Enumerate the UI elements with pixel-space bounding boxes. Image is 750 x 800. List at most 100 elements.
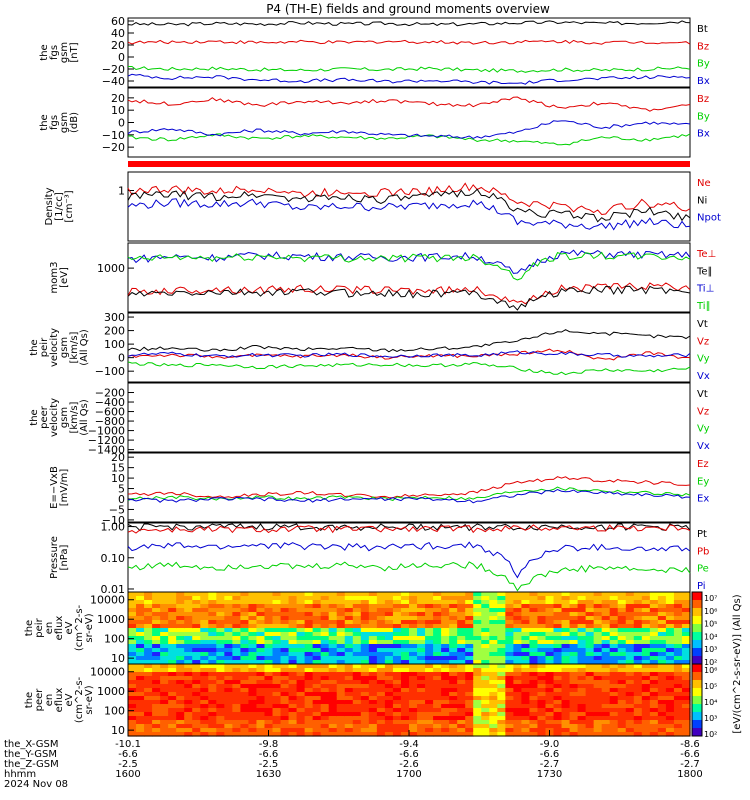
spectrogram-cell bbox=[264, 704, 274, 709]
spectrogram-cell bbox=[665, 604, 675, 609]
spectrogram-cell bbox=[144, 716, 153, 721]
spectrogram-cell bbox=[144, 628, 153, 633]
spectrogram-cell bbox=[481, 604, 490, 609]
spectrogram-cell bbox=[449, 592, 458, 597]
spectrogram-cell bbox=[288, 644, 298, 649]
spectrogram-cell bbox=[545, 592, 555, 597]
spectrogram-cell bbox=[208, 700, 217, 705]
spectrogram-cell bbox=[240, 628, 250, 633]
spectrogram-cell bbox=[248, 720, 258, 725]
spectrogram-cell bbox=[224, 640, 233, 645]
spectrogram-cell bbox=[312, 692, 322, 697]
spectrogram-cell bbox=[160, 600, 169, 605]
spectrogram-cell bbox=[168, 660, 177, 665]
spectrogram-cell bbox=[312, 652, 322, 657]
spectrogram-cell bbox=[200, 708, 209, 713]
spectrogram-cell bbox=[160, 656, 169, 661]
spectrogram-cell bbox=[553, 688, 563, 693]
colorbar-segment bbox=[692, 696, 702, 705]
spectrogram-cell bbox=[609, 704, 619, 709]
spectrogram-cell bbox=[256, 664, 266, 669]
spectrogram-cell bbox=[497, 596, 506, 601]
spectrogram-cell bbox=[272, 692, 282, 697]
spectrogram-cell bbox=[320, 672, 330, 677]
spectrogram-cell bbox=[609, 612, 619, 617]
spectrogram-cell bbox=[633, 604, 643, 609]
spectrogram-cell bbox=[665, 652, 675, 657]
spectrogram-cell bbox=[144, 688, 153, 693]
spectrogram-cell bbox=[673, 696, 683, 701]
y-axis-label: the bbox=[39, 44, 50, 60]
spectrogram-cell bbox=[513, 728, 522, 733]
spectrogram-cell bbox=[264, 724, 274, 729]
spectrogram-cell bbox=[248, 624, 258, 629]
spectrogram-cell bbox=[216, 712, 225, 717]
spectrogram-cell bbox=[617, 680, 627, 685]
spectrogram-cell bbox=[633, 612, 643, 617]
spectrogram-cell bbox=[400, 688, 410, 693]
spectrogram-cell bbox=[328, 596, 338, 601]
spectrogram-cell bbox=[521, 732, 531, 737]
spectrogram-cell bbox=[128, 628, 137, 633]
spectrogram-cell bbox=[561, 696, 571, 701]
spectrogram-cell bbox=[577, 612, 587, 617]
spectrogram-cell bbox=[657, 728, 667, 733]
spectrogram-cell bbox=[441, 716, 450, 721]
spectrogram-cell bbox=[328, 676, 338, 681]
spectrogram-cell bbox=[593, 652, 603, 657]
spectrogram-cell bbox=[296, 644, 306, 649]
legend-entry: Ti⊥ bbox=[696, 284, 714, 295]
spectrogram-cell bbox=[617, 616, 627, 621]
spectrogram-cell bbox=[457, 668, 466, 673]
spectrogram-cell bbox=[168, 720, 177, 725]
spectrogram-cell bbox=[136, 676, 145, 681]
spectrogram-cell bbox=[152, 712, 161, 717]
spectrogram-cell bbox=[216, 668, 225, 673]
spectrogram-cell bbox=[529, 708, 539, 713]
spectrogram-cell bbox=[152, 600, 161, 605]
spectrogram-cell bbox=[465, 704, 474, 709]
spectrogram-cell bbox=[136, 724, 145, 729]
spectrogram-cell bbox=[224, 688, 233, 693]
spectrogram-cell bbox=[224, 624, 233, 629]
spectrogram-cell bbox=[208, 636, 217, 641]
spectrogram-cell bbox=[240, 656, 250, 661]
spectrogram-cell bbox=[569, 672, 579, 677]
spectrogram-cell bbox=[304, 648, 314, 653]
spectrogram-cell bbox=[200, 676, 209, 681]
spectrogram-cell bbox=[384, 680, 394, 685]
spectrogram-cell bbox=[665, 716, 675, 721]
spectrogram-cell bbox=[328, 640, 338, 645]
spectrogram-cell bbox=[232, 596, 241, 601]
spectrogram-cell bbox=[248, 604, 258, 609]
spectrogram-cell bbox=[497, 608, 506, 613]
spectrogram-cell bbox=[657, 616, 667, 621]
spectrogram-cell bbox=[577, 608, 587, 613]
spectrogram-cell bbox=[441, 624, 450, 629]
spectrogram-cell bbox=[400, 692, 410, 697]
spectrogram-cell bbox=[168, 688, 177, 693]
spectrogram-cell bbox=[304, 664, 314, 669]
spectrogram-cell bbox=[585, 700, 595, 705]
spectrogram-cell bbox=[505, 604, 514, 609]
spectrogram-cell bbox=[633, 700, 643, 705]
spectrogram-cell bbox=[681, 648, 691, 653]
spectrogram-cell bbox=[417, 652, 426, 657]
spectrogram-cell bbox=[585, 708, 595, 713]
spectrogram-cell bbox=[168, 708, 177, 713]
spectrogram-cell bbox=[296, 628, 306, 633]
spectrogram-cell bbox=[144, 652, 153, 657]
spectrogram-cell bbox=[513, 724, 522, 729]
colorbar-segment bbox=[692, 704, 702, 713]
spectrogram-cell bbox=[665, 624, 675, 629]
spectrogram-cell bbox=[352, 700, 362, 705]
spectrogram-cell bbox=[264, 616, 274, 621]
spectrogram-cell bbox=[489, 624, 498, 629]
spectrogram-cell bbox=[248, 692, 258, 697]
spectrogram-cell bbox=[320, 732, 330, 737]
spectrogram-cell bbox=[465, 716, 474, 721]
spectrogram-cell bbox=[160, 712, 169, 717]
y-tick-label: 100 bbox=[104, 705, 125, 718]
spectrogram-cell bbox=[673, 612, 683, 617]
spectrogram-cell bbox=[224, 632, 233, 637]
